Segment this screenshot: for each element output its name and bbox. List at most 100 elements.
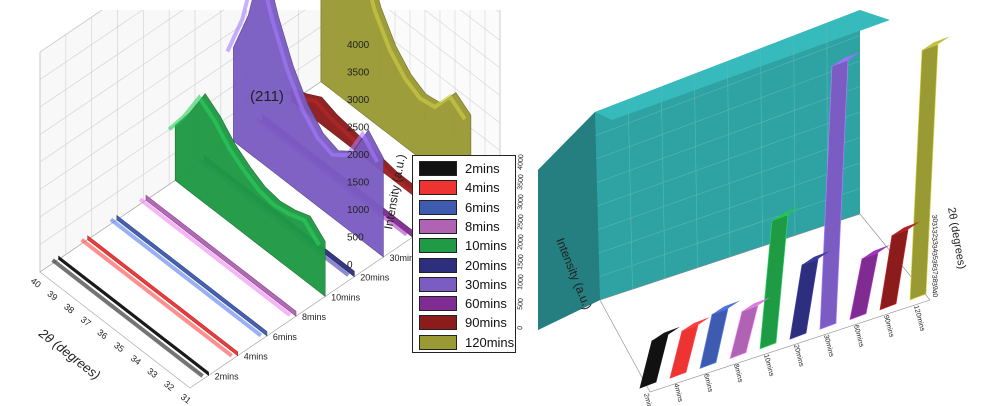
series-ribbon-6mins (116, 214, 268, 337)
left-wall-grid-line (447, 0, 501, 41)
legend-swatch (419, 238, 457, 254)
left-wall-grid-line (39, 0, 118, 53)
right-bar-top (862, 244, 890, 259)
right-z-tick-label: 38 (930, 274, 938, 283)
series-ribbon-8mins (145, 194, 297, 317)
legend-item: 90mins (419, 313, 507, 332)
z-tick-label: 4mins (244, 352, 269, 362)
right-back-wall (538, 10, 860, 330)
right-top-edge (595, 10, 890, 120)
right-bar-top (712, 300, 740, 315)
left-chart-group (39, 0, 501, 389)
left-wall-grid-line (39, 0, 240, 135)
right-bar-top (682, 316, 710, 331)
legend-swatch (419, 180, 457, 196)
legend-swatch (419, 276, 457, 292)
right-bar-top (832, 52, 860, 67)
right-category-label: 2mins (642, 393, 654, 406)
x-tick-label: 33 (145, 366, 159, 380)
series-ribbon-edge (109, 217, 263, 338)
right-category-label: 90mins (882, 314, 895, 338)
legend-label: 8mins (465, 218, 500, 234)
right-bar-top (652, 326, 680, 341)
right-grid-line (597, 111, 861, 207)
legend-label: 30mins (465, 276, 507, 292)
legend-swatch (419, 334, 457, 350)
left-wall-grid-line (39, 0, 321, 190)
z-tick-label: 8mins (302, 312, 327, 322)
right-category-label: 8mins (732, 363, 744, 383)
series-ribbon-edge (225, 0, 380, 163)
right-y-tick-label: 3500 (517, 174, 525, 190)
y-tick-label: 4000 (347, 40, 370, 51)
right-category-label: 6mins (702, 373, 714, 393)
right-y-tick-label: 2500 (517, 214, 525, 230)
legend-swatch (419, 161, 457, 176)
x-tick-label: 35 (112, 340, 126, 354)
y-tick-label: 2500 (347, 123, 370, 134)
legend-item: 6mins (419, 198, 500, 217)
right-y-tick-label: 2000 (517, 234, 525, 250)
series-ribbon-edge (138, 197, 292, 317)
right-z-tick-label: 36 (930, 259, 938, 268)
right-z-tick-label: 31 (930, 222, 938, 231)
x-tick-label: 39 (45, 289, 59, 303)
right-z-axis-label: 2θ (degrees) (945, 206, 968, 270)
series-ribbon-edge (80, 238, 233, 358)
right-bar-top (922, 36, 950, 51)
right-z-tick-label: 34 (930, 244, 938, 253)
legend-swatch (419, 218, 457, 234)
right-grid-line (599, 188, 861, 277)
right-y-tick-label: 0 (517, 326, 524, 331)
legend-label: 2mins (465, 161, 500, 176)
left-wall-grid-line (39, 0, 158, 80)
series-ribbon-2mins (58, 255, 209, 377)
right-y-tick-label: 1000 (517, 274, 525, 290)
right-category-label: 10mins (762, 354, 775, 378)
right-category-label: 60mins (852, 324, 865, 348)
legend-item: 20mins (419, 256, 507, 275)
right-z-tick-label: 39 (930, 282, 938, 291)
right-category-label: 4mins (672, 383, 684, 403)
left-wall-grid-line (39, 0, 280, 163)
right-y-tick-label: 500 (517, 298, 525, 310)
right-side-wall (538, 112, 600, 330)
legend-item: 120mins (419, 333, 514, 352)
left-wall-grid-line (376, 0, 501, 96)
right-grid-line (596, 86, 861, 183)
series-ribbon-4mins (87, 235, 238, 357)
legend-item: 30mins (419, 275, 507, 294)
x-tick-label: 40 (29, 276, 43, 290)
right-y-tick-label: 3000 (517, 194, 525, 210)
legend-label: 120mins (465, 334, 515, 350)
z-tick-label: 2mins (215, 371, 240, 381)
right-grid-line (595, 35, 861, 136)
series-ribbon-edge (369, 0, 467, 121)
legend-item: 2mins (419, 159, 500, 178)
right-3d-bar-chart (538, 10, 950, 393)
right-z-tick-label: 37 (930, 267, 938, 276)
legend-item: 4mins (419, 178, 500, 197)
x-tick-label: 32 (162, 379, 176, 393)
legend-swatch (419, 199, 457, 215)
y-tick-label: 1500 (347, 178, 370, 189)
right-z-tick-label: 32 (930, 229, 938, 238)
x-tick-label: 38 (62, 301, 76, 315)
legend-label: 6mins (465, 199, 500, 215)
y-tick-label: 3000 (347, 95, 370, 106)
legend-swatch (419, 257, 457, 273)
x-tick-label: 36 (95, 327, 109, 341)
x-tick-label: 31 (179, 392, 193, 406)
right-bar-top (802, 250, 830, 265)
z-tick-label: 20mins (360, 273, 390, 283)
right-category-label: 120mins (912, 305, 926, 333)
legend-label: 90mins (465, 315, 507, 331)
x-axis-label: 2θ (degrees) (35, 325, 103, 383)
y-tick-label: 1000 (347, 205, 370, 216)
y-tick-label: 0 (347, 260, 353, 271)
legend-label: 20mins (465, 257, 507, 273)
right-y-tick-label: 4000 (517, 154, 525, 170)
right-bar-top (892, 221, 920, 236)
right-z-tick-label: 40 (930, 289, 938, 298)
right-category-label: 30mins (822, 334, 835, 358)
